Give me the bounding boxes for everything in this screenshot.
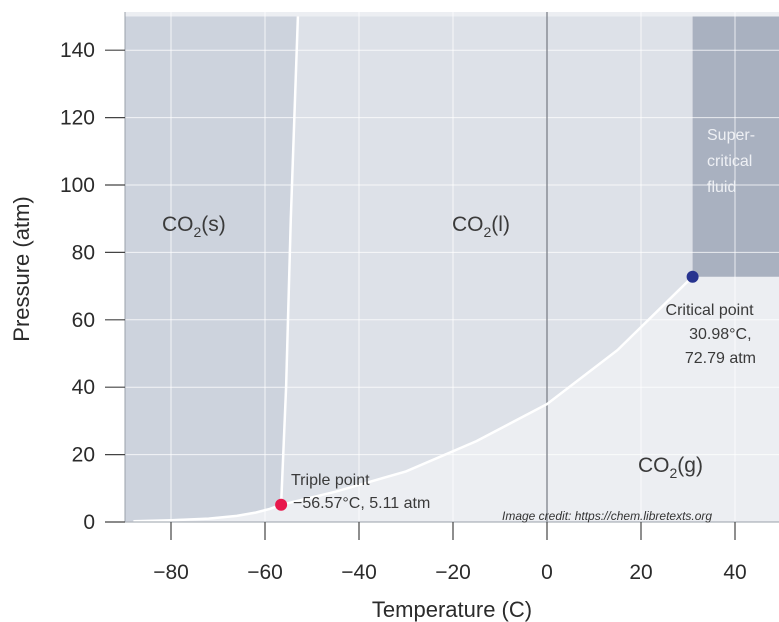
sublimation-curve (133, 503, 282, 522)
x-tick-label: 0 (541, 561, 553, 584)
x-tick-label: 20 (629, 561, 652, 584)
x-axis: −80 −60 −40 −20 0 20 40 (125, 521, 779, 584)
x-tick-label: −40 (341, 561, 377, 584)
phase-points (275, 270, 699, 511)
liquid-region (281, 16, 693, 505)
y-tick-label: 120 (60, 107, 95, 130)
vaporization-curve (280, 275, 694, 507)
critical-point-label: Critical point 30.98°C, 72.79 atm (666, 302, 758, 367)
y-tick-label: 20 (72, 444, 95, 467)
critical-point-marker (686, 270, 699, 283)
x-tick-label: 40 (723, 561, 746, 584)
melting-curve (279, 16, 300, 505)
y-axis-title: Pressure (atm) (9, 196, 34, 341)
gas-region-label: CO2(g) (638, 454, 703, 481)
y-tick-label: 40 (72, 376, 95, 399)
phase-boundary-curves (133, 16, 694, 522)
x-tick-label: −80 (153, 561, 189, 584)
solid-region-label: CO2(s) (162, 213, 226, 240)
y-tick-label: 140 (60, 39, 95, 62)
y-tick-label: 100 (60, 174, 95, 197)
x-axis-title: Temperature (C) (372, 597, 532, 622)
y-axis: 0 20 40 60 80 100 120 140 (60, 12, 126, 534)
solid-region (125, 16, 298, 522)
supercritical-fluid-label: Super- critical fluid (707, 127, 759, 196)
y-tick-label: 80 (72, 241, 95, 264)
triple-point-label: Triple point −56.57°C, 5.11 atm (291, 472, 430, 512)
y-tick-label: 0 (83, 511, 95, 534)
supercritical-fluid-region (692, 16, 779, 277)
x-tick-label: −60 (247, 561, 283, 584)
grid-lines (125, 12, 779, 522)
x-tick-label: −20 (435, 561, 471, 584)
liquid-region-label: CO2(l) (452, 213, 510, 240)
triple-point-marker (275, 498, 288, 511)
image-credit: Image credit: https://chem.libretexts.or… (502, 509, 712, 523)
y-tick-label: 60 (72, 309, 95, 332)
